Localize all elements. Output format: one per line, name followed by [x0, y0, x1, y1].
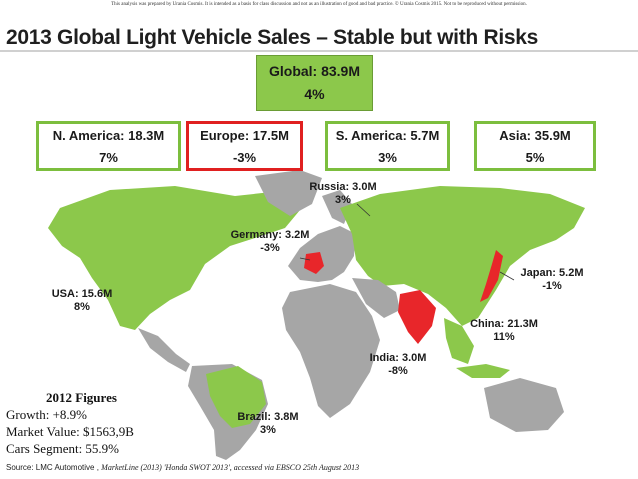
africa-shape [282, 284, 380, 418]
greenland-shape [255, 170, 322, 216]
country-change: 3% [260, 424, 276, 436]
north-america-shape [48, 186, 305, 330]
global-change: 4% [304, 86, 325, 102]
figures-growth: Growth: +8.9% [6, 407, 87, 422]
global-label: Global: 83.9M [268, 63, 361, 79]
source-prefix: Source: LMC Automotive , [6, 463, 99, 472]
region-change: -3% [232, 150, 257, 165]
country-label-germany: Germany: 3.2M -3% [230, 229, 310, 255]
region-box-north-america: N. America: 18.3M 7% [36, 121, 181, 171]
region-label: Asia: 35.9M [499, 128, 571, 143]
country-change: 3% [335, 194, 351, 206]
asia-shape [340, 186, 585, 326]
source-line: Source: LMC Automotive , MarketLine (201… [6, 463, 359, 472]
figures-cars-segment: Cars Segment: 55.9% [6, 441, 120, 456]
country-label-brazil: Brazil: 3.8M 3% [230, 411, 306, 437]
region-box-asia: Asia: 35.9M 5% [474, 121, 596, 171]
region-label: S. America: 5.7M [335, 128, 440, 143]
country-change: -8% [388, 365, 408, 377]
australia-shape [484, 378, 564, 432]
southeast-asia-shape [444, 318, 474, 364]
country-change: 8% [74, 301, 90, 313]
country-label-japan: Japan: 5.2M -1% [512, 267, 592, 293]
country-name: China: 21.3M [470, 318, 538, 330]
region-box-south-america: S. America: 5.7M 3% [325, 121, 450, 171]
region-change: 7% [99, 150, 118, 165]
region-label: N. America: 18.3M [52, 128, 165, 143]
japan-leader [499, 271, 515, 281]
country-name: Brazil: 3.8M [237, 411, 299, 423]
germany-leader [299, 257, 311, 261]
country-name: USA: 15.6M [51, 288, 113, 300]
figures-heading: 2012 Figures [46, 390, 117, 405]
country-name: Japan: 5.2M [520, 267, 584, 279]
germany-shape [304, 252, 324, 274]
source-reference: MarketLine (2013) 'Honda SWOT 2013', acc… [101, 463, 360, 472]
country-name: Germany: 3.2M [230, 229, 310, 241]
country-name: Russia: 3.0M [309, 181, 377, 193]
country-label-china: China: 21.3M 11% [464, 318, 544, 344]
figures-2012-panel: 2012 Figures Growth: +8.9% Market Value:… [6, 389, 134, 457]
japan-shape [480, 250, 503, 302]
country-label-usa: USA: 15.6M 8% [44, 288, 120, 314]
region-box-europe: Europe: 17.5M -3% [186, 121, 303, 171]
brazil-shape [206, 366, 266, 428]
russia-leader [356, 203, 371, 217]
region-label: Europe: 17.5M [200, 128, 289, 143]
figures-market-value: Market Value: $1563,9B [6, 424, 134, 439]
country-label-india: India: 3.0M -8% [360, 352, 436, 378]
region-change: 3% [378, 150, 397, 165]
country-change: 11% [493, 331, 515, 343]
country-change: -1% [542, 280, 562, 292]
india-shape [398, 290, 436, 344]
middle-east-shape [352, 278, 400, 318]
central-america-shape [138, 328, 190, 372]
country-name: India: 3.0M [369, 352, 427, 364]
page-title: 2013 Global Light Vehicle Sales – Stable… [6, 26, 539, 49]
country-change: -3% [260, 242, 280, 254]
region-change: 5% [525, 150, 545, 165]
title-divider [0, 50, 638, 52]
global-box: Global: 83.9M 4% [256, 55, 373, 111]
disclaimer-text: This analysis was prepared by Urania Cos… [111, 2, 527, 7]
world-map [48, 170, 585, 460]
indonesia-shape [456, 364, 510, 378]
country-label-russia: Russia: 3.0M 3% [305, 181, 381, 207]
